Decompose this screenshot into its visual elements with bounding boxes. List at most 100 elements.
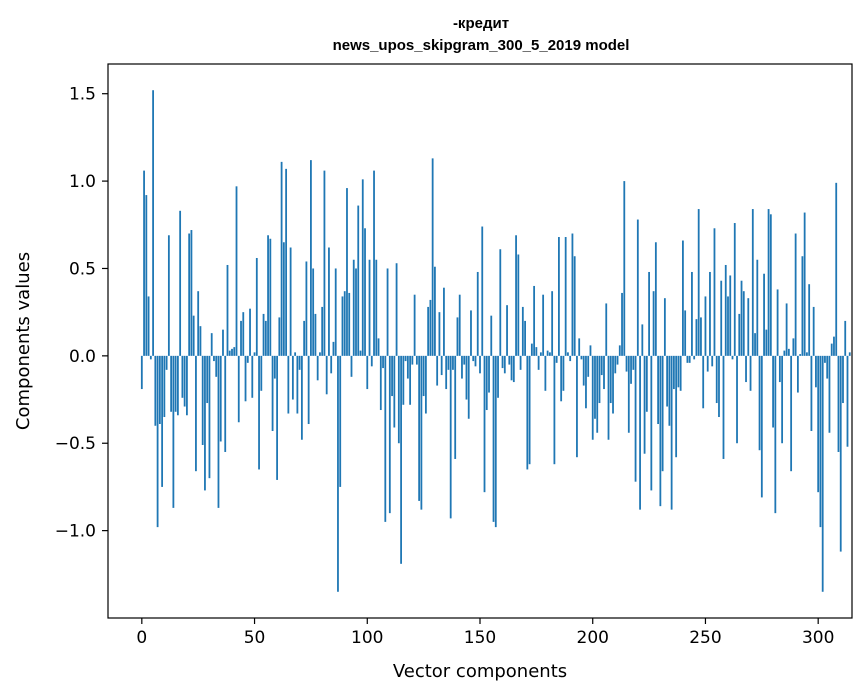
bar <box>738 313 741 356</box>
bar <box>244 355 247 402</box>
bar <box>817 355 820 493</box>
bar <box>605 303 608 356</box>
bar <box>844 320 847 356</box>
bar <box>413 294 416 356</box>
bar <box>255 257 258 356</box>
bar <box>774 355 777 514</box>
bar <box>585 355 587 409</box>
bar <box>474 355 477 367</box>
bar <box>310 160 312 356</box>
bar <box>418 355 421 501</box>
bar <box>379 355 382 411</box>
bar <box>422 355 425 397</box>
bar <box>355 268 357 356</box>
bar <box>668 355 671 426</box>
bar <box>542 294 545 356</box>
bar <box>704 296 707 356</box>
x-tick-label: 300 <box>802 628 834 648</box>
bar <box>679 355 682 391</box>
bar <box>249 308 251 356</box>
x-tick-label: 0 <box>136 628 147 648</box>
bar <box>695 319 698 356</box>
bar <box>409 355 412 405</box>
bar <box>688 355 691 363</box>
x-tick-label: 250 <box>689 628 721 648</box>
bar <box>262 313 265 356</box>
bar <box>190 230 193 356</box>
bar <box>517 254 520 356</box>
bar <box>598 355 601 404</box>
bar <box>267 235 269 356</box>
bar <box>395 263 398 356</box>
bar <box>652 291 655 356</box>
bar <box>235 186 238 356</box>
bar <box>382 355 384 369</box>
bar <box>612 355 614 414</box>
bar <box>415 355 418 365</box>
bar <box>312 268 315 356</box>
bar <box>711 355 714 367</box>
bar <box>503 355 506 374</box>
bar <box>224 355 227 452</box>
bar <box>650 355 653 491</box>
bar <box>837 355 840 452</box>
bar <box>625 355 628 372</box>
bar <box>607 355 610 440</box>
bar <box>231 348 233 356</box>
bar <box>163 355 166 418</box>
bar <box>366 355 369 390</box>
bar <box>228 350 231 356</box>
bar <box>526 355 529 470</box>
bar <box>603 355 605 390</box>
bar <box>760 355 763 498</box>
bar <box>691 271 693 356</box>
bar <box>192 315 195 356</box>
bar <box>264 320 267 356</box>
bar <box>758 355 761 451</box>
bar <box>350 355 353 377</box>
bar <box>280 161 283 356</box>
bar <box>713 228 716 356</box>
bar <box>172 355 175 508</box>
bar <box>731 355 734 360</box>
bar <box>589 345 592 356</box>
bar <box>467 355 470 419</box>
bar <box>368 259 371 356</box>
y-tick-label: 0.0 <box>69 347 96 367</box>
bar <box>682 240 684 356</box>
bar <box>591 355 594 440</box>
bar <box>314 313 317 356</box>
y-tick-label: −0.5 <box>55 434 96 454</box>
bar <box>720 280 723 356</box>
bar <box>300 355 303 440</box>
bar <box>767 209 770 356</box>
bar <box>323 170 326 356</box>
bar <box>697 209 700 356</box>
bar <box>246 355 249 363</box>
bar <box>815 355 817 388</box>
bar <box>747 298 750 356</box>
bar <box>835 182 838 356</box>
bar <box>251 355 254 398</box>
bar <box>179 210 182 356</box>
bar <box>501 355 504 369</box>
bar <box>826 355 829 379</box>
bar <box>742 291 745 356</box>
bar <box>337 355 339 592</box>
bar <box>321 306 324 356</box>
y-tick-label: −1.0 <box>55 522 96 542</box>
bar <box>521 306 524 356</box>
bar <box>143 170 145 356</box>
bar <box>206 355 209 404</box>
bar <box>801 256 804 356</box>
bar <box>636 219 639 356</box>
bar <box>181 355 184 398</box>
bar <box>672 355 675 390</box>
bar <box>364 228 366 356</box>
bar <box>533 285 536 356</box>
bar <box>296 355 299 414</box>
bar <box>393 355 396 428</box>
bar <box>740 280 743 356</box>
bar <box>226 264 229 356</box>
bar <box>783 350 786 356</box>
